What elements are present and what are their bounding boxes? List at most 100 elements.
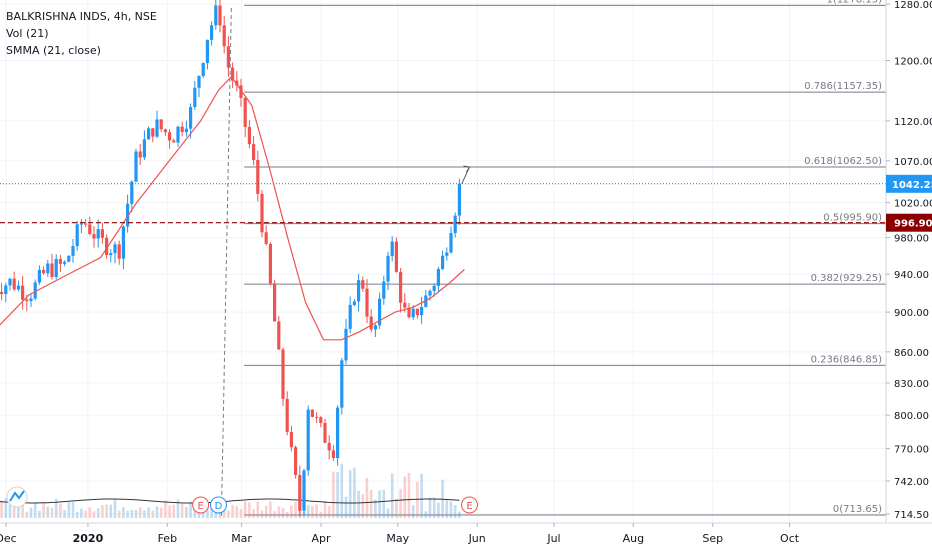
- time-tick-label: Jul: [546, 532, 560, 545]
- volume-bar: [353, 467, 356, 518]
- price-axis-bg: [886, 0, 932, 522]
- candle-body: [314, 416, 319, 418]
- candle-body: [361, 280, 365, 289]
- candle-body: [243, 97, 247, 127]
- candle-body: [172, 140, 176, 143]
- candle-body: [348, 304, 352, 329]
- candle-body: [167, 132, 172, 141]
- candle-body: [382, 281, 386, 299]
- volume-bar: [147, 507, 150, 518]
- candle-body: [8, 278, 12, 286]
- candle-body: [445, 252, 449, 256]
- volume-bar: [315, 504, 318, 518]
- volume-bar: [84, 510, 87, 518]
- volume-bar: [105, 504, 108, 518]
- candle-body: [62, 261, 67, 264]
- candle-body: [71, 246, 75, 256]
- candle-body: [432, 285, 436, 291]
- candle-body: [159, 119, 163, 130]
- price-tick-label: 900.00: [894, 308, 929, 319]
- volume-bar: [227, 510, 230, 518]
- volume-bar: [327, 505, 331, 518]
- volume-bar: [29, 507, 33, 518]
- volume-bar: [92, 511, 96, 518]
- candle-body: [403, 302, 407, 308]
- event-marker: [210, 496, 228, 514]
- time-tick-label: Dec: [0, 532, 17, 545]
- price-tick-label: 1070.00: [894, 157, 932, 168]
- volume-bar: [143, 510, 146, 518]
- smma-line: [0, 75, 465, 341]
- candle-body: [377, 298, 382, 326]
- volume-indicator-label[interactable]: Vol (21): [6, 27, 49, 40]
- volume-bar: [126, 510, 129, 518]
- volume-bar: [273, 511, 276, 518]
- candle-body: [260, 193, 264, 233]
- candle-body: [4, 285, 8, 294]
- candle-body: [323, 422, 327, 443]
- candle-body: [428, 290, 432, 296]
- price-tick-label: 770.00: [894, 445, 929, 456]
- candle-body: [218, 5, 222, 26]
- volume-bar: [306, 505, 310, 518]
- volume-bar: [63, 509, 66, 518]
- volume-bar: [180, 502, 184, 518]
- volume-bar: [12, 501, 16, 518]
- candle-body: [88, 224, 92, 235]
- candle-body: [356, 280, 361, 302]
- candle-body: [285, 398, 289, 433]
- volume-bar: [374, 499, 377, 518]
- candle-body: [83, 223, 88, 225]
- candle-body: [104, 237, 109, 256]
- volume-bar: [113, 498, 117, 518]
- candle-body: [188, 107, 193, 129]
- candle-body: [226, 46, 230, 68]
- candle-body: [79, 223, 83, 225]
- candle-body: [327, 442, 331, 451]
- volume-bar: [54, 498, 58, 518]
- volume-bar: [50, 507, 54, 518]
- candle-body: [453, 215, 457, 234]
- volume-bar: [403, 476, 407, 518]
- volume-bar: [109, 504, 113, 518]
- candle-body: [58, 259, 62, 264]
- volume-bar: [340, 463, 344, 518]
- volume-bar: [168, 505, 171, 518]
- volume-bar: [172, 504, 176, 518]
- time-tick-label: Apr: [311, 532, 331, 545]
- candle-body: [335, 407, 340, 459]
- volume-bar: [348, 470, 352, 518]
- volume-bar: [193, 505, 197, 518]
- time-tick-label: Mar: [231, 532, 252, 545]
- volume-bar: [96, 508, 100, 518]
- volume-bar: [122, 507, 125, 518]
- volume-bar: [453, 505, 457, 518]
- candle-body: [344, 328, 348, 361]
- candle-body: [163, 129, 167, 133]
- candle-body: [394, 241, 398, 272]
- candle-body: [142, 139, 146, 158]
- smma-indicator-label[interactable]: SMMA (21, close): [6, 44, 101, 57]
- fib-level-label: 1(1278.15): [826, 0, 882, 5]
- volume-bar: [256, 501, 260, 518]
- candle-body: [319, 417, 323, 423]
- candle-body: [411, 308, 415, 318]
- time-tick-label: Oct: [780, 532, 800, 545]
- volume-bar: [151, 510, 155, 518]
- price-tick-label: 940.00: [894, 270, 929, 281]
- last-price-badge: [886, 174, 932, 193]
- fib-level-label: 0.618(1062.50): [804, 156, 882, 167]
- volume-bar: [75, 511, 79, 518]
- price-tick-label: 980.00: [894, 234, 929, 245]
- candle-body: [214, 5, 218, 26]
- volume-bar: [17, 504, 20, 518]
- volume-bar: [407, 472, 411, 518]
- symbol-title[interactable]: BALKRISHNA INDS, 4h, NSE: [6, 10, 157, 23]
- candle-body: [398, 271, 403, 303]
- volume-bar: [239, 508, 243, 518]
- volume-bar: [101, 505, 104, 518]
- volume-bar: [130, 509, 134, 518]
- candle-body: [155, 119, 159, 137]
- vertical-dashed-marker: [220, 7, 232, 519]
